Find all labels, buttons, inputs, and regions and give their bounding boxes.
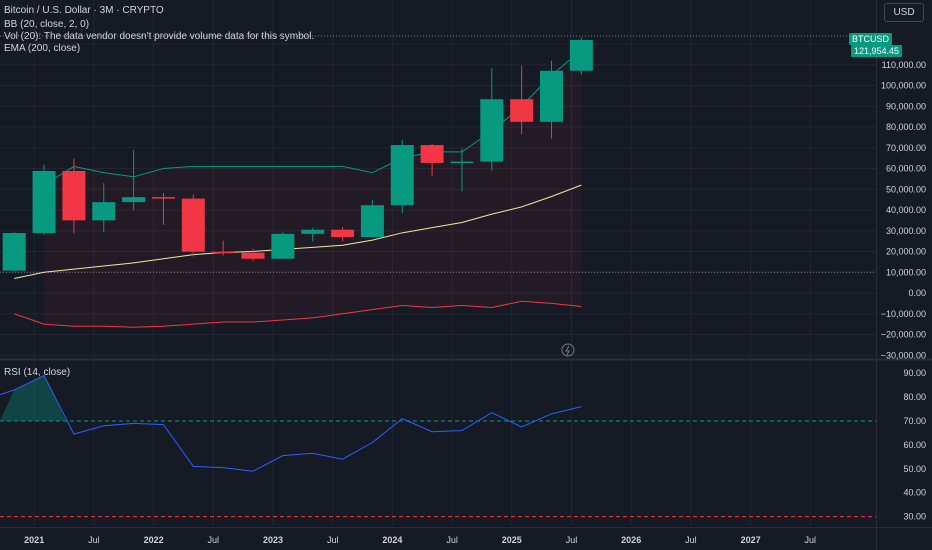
- candle-body: [540, 70, 563, 122]
- candle-body: [450, 161, 474, 164]
- price-tick-label: 30,000.00: [886, 226, 926, 236]
- time-tick-label: Jul: [327, 535, 339, 545]
- time-tick-label: 2026: [621, 535, 641, 545]
- bb-fill: [44, 50, 582, 328]
- symbol-badge: BTCUSD: [849, 33, 893, 45]
- vol-legend[interactable]: Vol (20): The data vendor doesn't provid…: [4, 31, 315, 42]
- price-tick-label: −10,000.00: [881, 309, 926, 319]
- currency-button[interactable]: USD: [884, 3, 924, 22]
- price-tick-label: 20,000.00: [886, 247, 926, 257]
- price-tick-label: 50,000.00: [886, 184, 926, 194]
- candle-body: [390, 145, 414, 206]
- candle-body: [181, 198, 205, 252]
- candle-body: [92, 202, 116, 221]
- candle-body: [271, 233, 295, 259]
- price-tick-label: −30,000.00: [881, 350, 926, 360]
- time-tick-label: Jul: [685, 535, 697, 545]
- price-tick-label: 60,000.00: [886, 164, 926, 174]
- price-value: 121,954.45: [851, 45, 903, 57]
- candle-body: [510, 99, 534, 122]
- candle-body: [569, 39, 593, 71]
- candle-body: [331, 229, 355, 237]
- time-tick-label: 2022: [144, 535, 164, 545]
- candle-body: [241, 252, 265, 259]
- price-tick-label: 90,000.00: [886, 101, 926, 111]
- time-tick-label: 2027: [741, 535, 761, 545]
- replay-icon: [561, 343, 575, 357]
- bb-lower-line: [14, 300, 582, 328]
- bb-legend[interactable]: BB (20, close, 2, 0): [4, 19, 90, 30]
- candle-body: [122, 197, 146, 203]
- symbol-title: Bitcoin / U.S. Dollar · 3M · CRYPTO: [4, 5, 164, 16]
- lightning-icon: [565, 345, 570, 356]
- time-tick-label: Jul: [88, 535, 100, 545]
- candle-body: [420, 145, 444, 163]
- rsi-tick-label: 80.00: [903, 392, 926, 402]
- time-tick-label: 2023: [263, 535, 283, 545]
- rsi-tick-label: 50.00: [903, 464, 926, 474]
- time-tick-label: Jul: [446, 535, 458, 545]
- ema-line: [14, 184, 582, 279]
- candle-body: [360, 205, 384, 237]
- candle-body: [301, 229, 325, 234]
- ema-legend[interactable]: EMA (200, close): [4, 43, 81, 54]
- rsi-legend[interactable]: RSI (14, close): [4, 367, 71, 378]
- rsi-tick-label: 40.00: [903, 488, 926, 498]
- time-tick-label: Jul: [566, 535, 578, 545]
- price-tick-label: 70,000.00: [886, 143, 926, 153]
- rsi-tick-label: 60.00: [903, 440, 926, 450]
- candle-body: [32, 170, 56, 234]
- price-tick-label: 100,000.00: [881, 81, 926, 91]
- time-tick-label: 2025: [502, 535, 522, 545]
- rsi-tick-label: 30.00: [903, 512, 926, 522]
- time-tick-label: 2024: [382, 535, 402, 545]
- price-tick-label: 40,000.00: [886, 205, 926, 215]
- candle-body: [211, 251, 235, 254]
- price-tick-label: 10,000.00: [886, 267, 926, 277]
- rsi-tick-label: 70.00: [903, 416, 926, 426]
- price-tick-label: −20,000.00: [881, 330, 926, 340]
- candle-body: [151, 197, 175, 199]
- price-tick-label: 80,000.00: [886, 122, 926, 132]
- candle-body: [2, 233, 26, 271]
- time-tick-label: Jul: [805, 535, 817, 545]
- rsi-line: [0, 374, 582, 472]
- time-tick-label: Jul: [208, 535, 220, 545]
- candle-body: [62, 170, 86, 221]
- candle-body: [480, 99, 504, 162]
- price-tick-label: 110,000.00: [882, 60, 926, 70]
- price-tick-label: 0.00: [908, 288, 926, 298]
- time-tick-label: 2021: [24, 535, 44, 545]
- last-price-badge: BTCUSD121,954.45: [849, 33, 932, 57]
- rsi-tick-label: 90.00: [903, 368, 926, 378]
